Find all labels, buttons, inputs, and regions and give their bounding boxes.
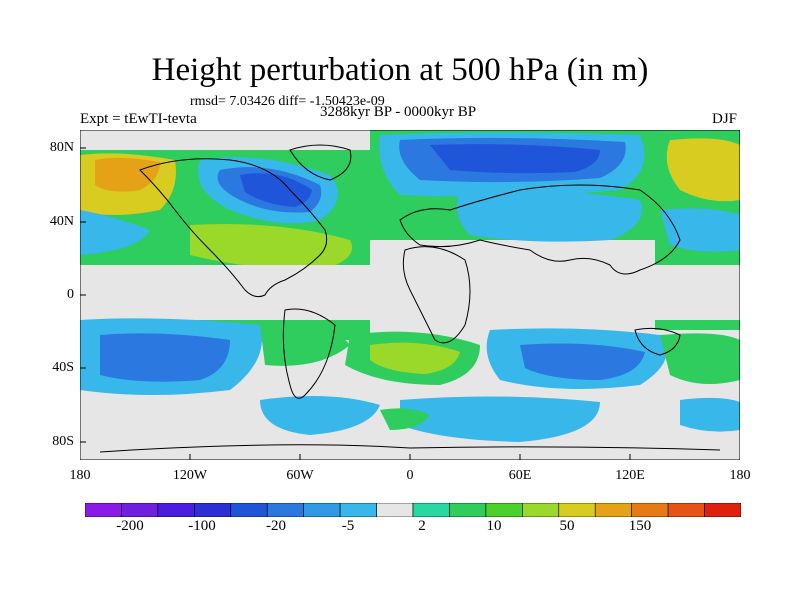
colorbar-box (85, 503, 122, 517)
colorbar-label: -100 (188, 518, 216, 534)
colorbar-box (376, 503, 414, 517)
colorbar-label: -5 (341, 518, 355, 534)
lon-tick-180e: 180 (729, 468, 751, 483)
colorbar-box (230, 503, 268, 517)
lat-tick-40s: 40S (52, 360, 74, 375)
period-label: 3288kyr BP - 0000kyr BP (320, 104, 477, 120)
lat-tick-80n: 80N (49, 140, 74, 155)
colorbar-box (485, 503, 523, 517)
coastlines (99, 144, 721, 453)
lon-tick-120w: 120W (172, 468, 208, 483)
lat-tick-80s: 80S (52, 434, 74, 449)
colorbar-box (339, 503, 377, 517)
colorbar-label: 2 (418, 518, 426, 534)
colorbar-box (194, 503, 232, 517)
colorbar-label: 50 (559, 518, 575, 534)
axis-ticks (80, 147, 740, 460)
colorbar-box (631, 503, 669, 517)
stats-text: rmsd= 7.03426 diff= -1.50423e-09 (190, 94, 385, 109)
colorbar-box (266, 503, 304, 517)
lon-tick-60e: 60E (508, 468, 532, 483)
lon-tick-120e: 120E (615, 468, 645, 483)
lon-tick-180w: 180 (69, 468, 91, 483)
colorbar-label: 10 (486, 518, 502, 534)
lon-tick-60w: 60W (286, 468, 314, 483)
colorbar-box (704, 503, 741, 517)
lat-tick-0: 0 (67, 287, 74, 302)
colorbar-box (412, 503, 450, 517)
colorbar-label: -20 (266, 518, 286, 534)
map-plot (80, 130, 740, 460)
colorbar-label: -200 (116, 518, 144, 534)
colorbar-label: 150 (628, 518, 652, 534)
lat-tick-40n: 40N (49, 214, 74, 229)
colorbar-box (157, 503, 195, 517)
season-label: DJF (712, 111, 738, 127)
colorbar-box (594, 503, 632, 517)
field-south (80, 318, 740, 442)
colorbar-box (449, 503, 487, 517)
colorbar-box (667, 503, 705, 517)
colorbar (85, 503, 741, 517)
tropical-band (80, 265, 740, 320)
colorbar-box (558, 503, 596, 517)
colorbar-box (121, 503, 159, 517)
colorbar-box (522, 503, 560, 517)
map-title: Height perturbation at 500 hPa (in m) (151, 52, 649, 88)
lon-tick-0: 0 (406, 468, 414, 483)
colorbar-box (303, 503, 341, 517)
experiment-label: Expt = tEwTI-tevta (80, 111, 197, 127)
